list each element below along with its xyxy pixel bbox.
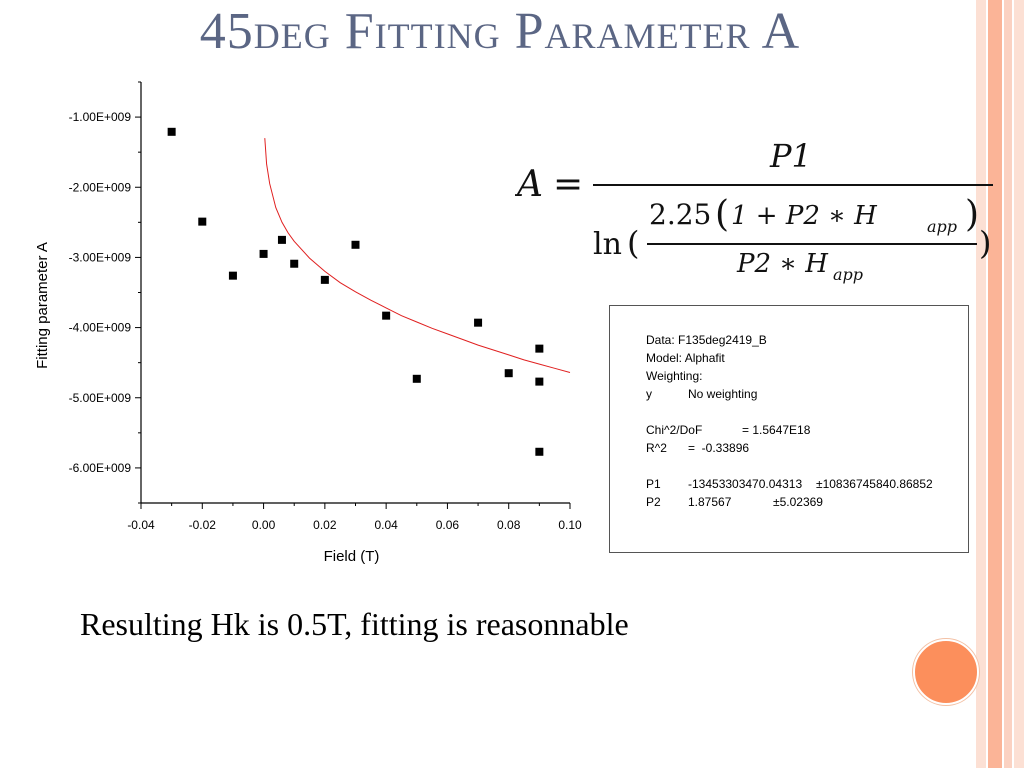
fit-p2-key: P2 <box>646 495 661 509</box>
formula-lhs: A <box>515 164 543 205</box>
formula-subscript-num: app <box>927 217 957 236</box>
formula-inner-denominator: P2 ∗ H <box>736 249 829 279</box>
y-tick-label: -3.00E+009 <box>69 250 132 264</box>
y-tick-label: -2.00E+009 <box>69 180 132 194</box>
fit-chi-key: Chi^2/DoF <box>646 423 703 437</box>
fit-data-line: Data: F135deg2419_B <box>646 333 767 347</box>
x-tick-label: 0.10 <box>558 518 582 532</box>
formula-equals: = <box>553 164 583 205</box>
formula-ln: ln <box>593 227 622 262</box>
x-tick-label: 0.04 <box>374 518 398 532</box>
stripe-2 <box>988 0 1002 768</box>
data-point <box>277 235 286 244</box>
formula-subscript-den: app <box>833 265 863 284</box>
formula-numerator: P1 <box>769 137 812 175</box>
x-tick-label: -0.02 <box>189 518 217 532</box>
x-tick-label: 0.02 <box>313 518 337 532</box>
page-title: 45deg Fitting Parameter A <box>199 3 801 60</box>
formula-inner-open: ( <box>715 194 729 235</box>
formula-coef: 2.25 <box>649 198 711 231</box>
y-tick-label: -5.00E+009 <box>69 391 132 405</box>
x-axis-label: Field (T) <box>324 548 380 565</box>
fit-p1-error: ±10836745840.86852 <box>816 477 933 491</box>
decorative-stripes <box>976 0 1024 768</box>
data-point <box>351 240 360 249</box>
data-point <box>535 447 544 456</box>
x-tick-label: 0.06 <box>436 518 460 532</box>
stripe-1 <box>976 0 986 768</box>
fit-p2-value: 1.87567 <box>688 495 732 509</box>
fit-chi-value: = 1.5647E18 <box>742 423 811 437</box>
data-point <box>382 311 391 320</box>
data-point <box>290 259 299 268</box>
data-point <box>320 275 329 284</box>
fit-weight-value: No weighting <box>688 387 758 401</box>
stripe-4 <box>1014 0 1024 768</box>
fit-r2-key: R^2 <box>646 441 667 455</box>
data-point <box>412 374 421 383</box>
formula-inner-close: ) <box>965 194 979 235</box>
y-axis-label: Fitting parameter A <box>34 242 51 369</box>
formula-inner-numerator: 1 + P2 ∗ H <box>731 201 878 231</box>
fit-formula: A = P1 ln ( 2.25 ( 1 + P2 ∗ H app ) P2 ∗… <box>515 137 993 284</box>
data-point <box>535 377 544 386</box>
y-tick-label: -6.00E+009 <box>69 461 132 475</box>
fit-p2-error: ±5.02369 <box>773 495 823 509</box>
fit-r2-value: = -0.33896 <box>688 441 750 455</box>
fit-weighting-line: Weighting: <box>646 369 703 383</box>
data-point <box>474 318 483 327</box>
fit-p1-key: P1 <box>646 477 661 491</box>
fit-weight-key: y <box>646 387 652 401</box>
x-tick-label: 0.00 <box>252 518 276 532</box>
fit-curve <box>264 138 571 373</box>
decorative-circle <box>913 639 979 705</box>
x-tick-label: -0.04 <box>127 518 155 532</box>
data-point <box>535 344 544 353</box>
fit-results-box: Data: F135deg2419_B Model: Alphafit Weig… <box>609 305 969 553</box>
formula-close-paren: ) <box>979 224 991 262</box>
data-point <box>259 249 268 258</box>
formula-open-paren: ( <box>627 224 639 262</box>
stripe-3 <box>1004 0 1012 768</box>
x-tick-label: 0.08 <box>497 518 521 532</box>
data-point <box>228 271 237 280</box>
data-point <box>167 127 176 136</box>
y-tick-label: -1.00E+009 <box>69 110 132 124</box>
fit-model-line: Model: Alphafit <box>646 351 725 365</box>
slide-caption: Resulting Hk is 0.5T, fitting is reasonn… <box>80 606 629 642</box>
scatter-chart: -0.04 -0.02 0.00 0.02 0.04 0.06 0.08 0.10 -1.00E… <box>34 81 582 565</box>
fit-p1-value: -13453303470.04313 <box>688 477 803 491</box>
y-tick-label: -4.00E+009 <box>69 321 132 335</box>
data-point <box>504 369 513 378</box>
data-point <box>198 217 207 226</box>
